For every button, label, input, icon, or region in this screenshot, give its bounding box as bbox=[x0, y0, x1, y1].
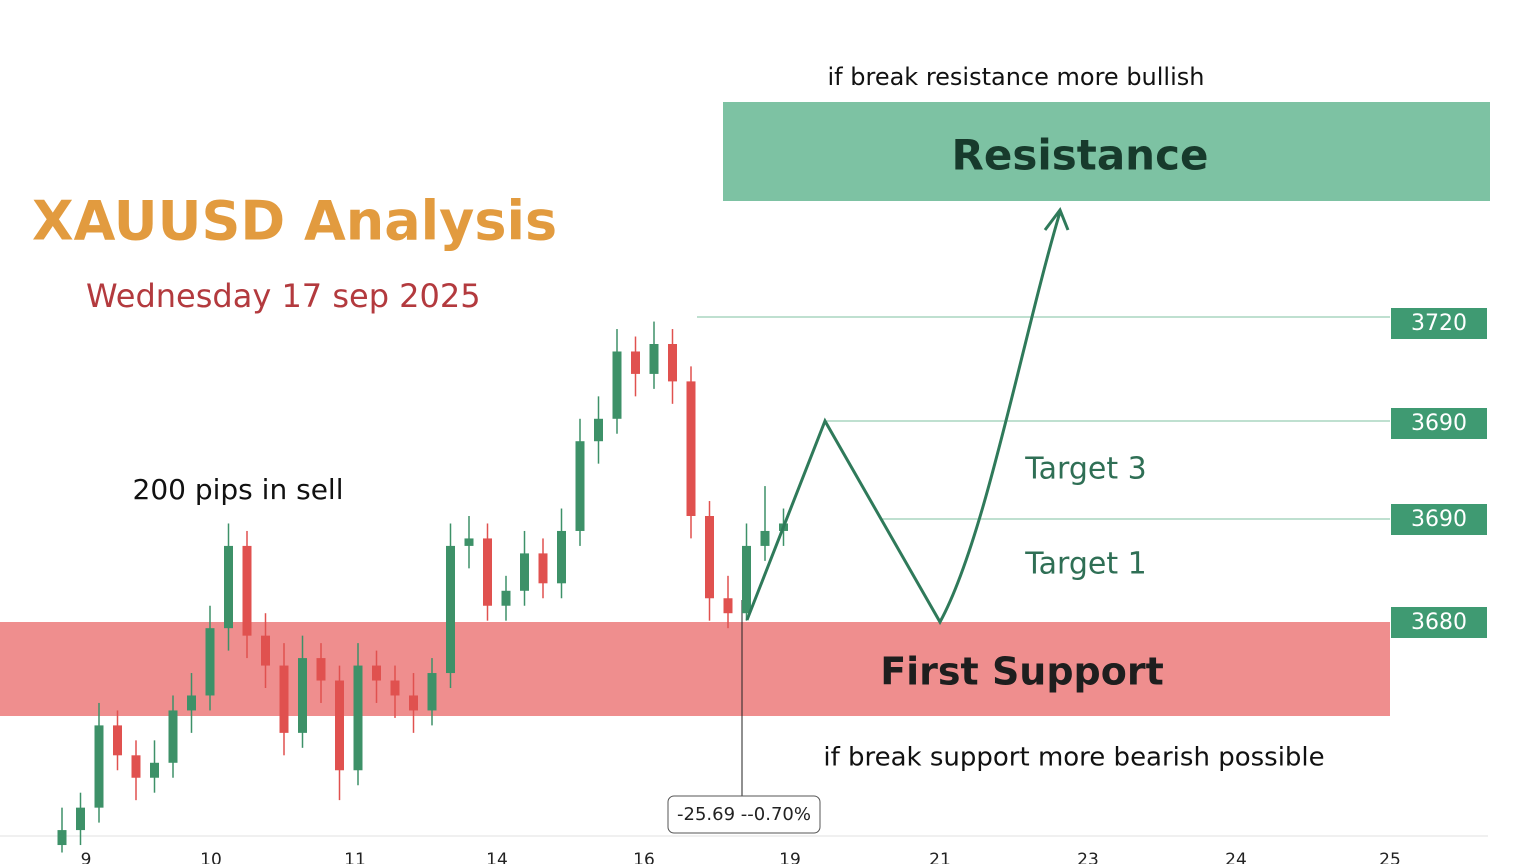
chart-title: XAUUSD Analysis bbox=[32, 190, 557, 253]
measure-label: -25.69 --0.70% bbox=[677, 804, 811, 825]
candles bbox=[57, 321, 788, 853]
level-label: 3720 bbox=[1411, 311, 1467, 336]
annotation: if break resistance more bullish bbox=[828, 63, 1205, 91]
candle-body bbox=[483, 538, 492, 606]
candle-body bbox=[668, 344, 677, 382]
candle-body bbox=[612, 351, 622, 419]
candle-body bbox=[113, 725, 122, 756]
target-label: Target 3 bbox=[1024, 452, 1146, 487]
candle-body bbox=[705, 516, 714, 599]
candle-body bbox=[464, 538, 474, 546]
x-tick-label: 14 bbox=[486, 850, 508, 864]
level-tag bbox=[1391, 607, 1487, 638]
candle-body bbox=[372, 665, 381, 681]
candle-body bbox=[335, 680, 344, 771]
candle-body bbox=[446, 545, 455, 674]
candle-body bbox=[353, 665, 363, 771]
level-tag bbox=[1391, 504, 1487, 535]
candle-body bbox=[316, 658, 326, 681]
x-tick-label: 16 bbox=[633, 850, 655, 864]
candle-body bbox=[390, 680, 400, 696]
x-tick-label: 25 bbox=[1379, 850, 1401, 864]
candle-body bbox=[168, 710, 178, 763]
candle-body bbox=[501, 590, 511, 606]
zone-label: First Support bbox=[880, 650, 1164, 694]
level-tag bbox=[1391, 408, 1487, 439]
candle-body bbox=[242, 545, 252, 636]
candle-body bbox=[631, 351, 640, 374]
candle-body bbox=[261, 635, 270, 666]
candle-body bbox=[298, 658, 307, 733]
candle-body bbox=[649, 344, 659, 374]
annotation: if break support more bearish possible bbox=[823, 743, 1324, 773]
candle-body bbox=[150, 762, 159, 778]
x-tick-label: 19 bbox=[779, 850, 801, 864]
x-tick-label: 24 bbox=[1225, 850, 1247, 864]
candle-body bbox=[760, 530, 770, 546]
candle-body bbox=[279, 665, 289, 733]
candle-body bbox=[187, 695, 196, 711]
candle-body bbox=[520, 553, 529, 591]
candle-body bbox=[205, 628, 215, 696]
candle-body bbox=[538, 553, 548, 584]
resistance-zone bbox=[723, 102, 1490, 201]
candle-body bbox=[427, 673, 437, 711]
level-tag bbox=[1391, 308, 1487, 339]
candle-body bbox=[594, 418, 603, 442]
candle-body bbox=[409, 695, 418, 711]
candle-body bbox=[131, 755, 141, 778]
level-label: 3690 bbox=[1411, 411, 1467, 436]
candle-body bbox=[557, 530, 566, 584]
candle-body bbox=[76, 807, 85, 831]
zone-label: Resistance bbox=[952, 131, 1209, 180]
candle-body bbox=[575, 441, 585, 531]
x-tick-label: 11 bbox=[344, 850, 366, 864]
target-label: Target 1 bbox=[1024, 547, 1146, 582]
candle-body bbox=[723, 598, 733, 614]
candle-body bbox=[686, 381, 696, 516]
x-tick-label: 21 bbox=[929, 850, 951, 864]
x-tick-label: 9 bbox=[81, 850, 92, 864]
measure-box bbox=[667, 795, 821, 834]
candle-body bbox=[57, 830, 67, 846]
candle-body bbox=[94, 725, 104, 808]
candle-body bbox=[742, 545, 751, 614]
x-tick-label: 10 bbox=[200, 850, 222, 864]
candle-body bbox=[224, 545, 233, 629]
level-label: 3690 bbox=[1411, 507, 1467, 532]
level-label: 3680 bbox=[1411, 610, 1467, 635]
projection-arrow bbox=[745, 206, 1070, 626]
annotation: 200 pips in sell bbox=[133, 473, 344, 506]
support-zone bbox=[0, 622, 1390, 716]
x-tick-label: 23 bbox=[1077, 850, 1099, 864]
chart-subtitle: Wednesday 17 sep 2025 bbox=[86, 277, 481, 315]
